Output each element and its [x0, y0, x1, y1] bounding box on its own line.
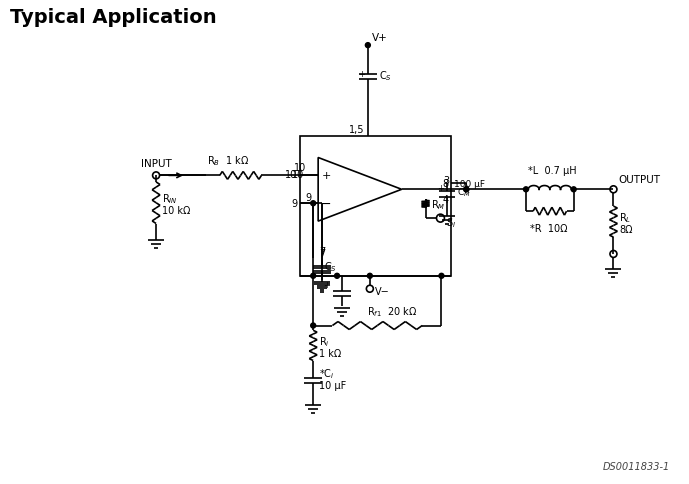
- Text: R$_L$: R$_L$: [619, 211, 632, 224]
- Text: S$_I$: S$_I$: [446, 216, 457, 229]
- Text: 10: 10: [285, 170, 297, 180]
- Text: 100 μF: 100 μF: [454, 180, 485, 188]
- Text: *R  10Ω: *R 10Ω: [530, 224, 568, 234]
- Text: 8Ω: 8Ω: [619, 224, 633, 234]
- Text: *C$_i$: *C$_i$: [319, 366, 335, 380]
- Text: 3: 3: [443, 176, 449, 186]
- Text: C$_S$: C$_S$: [324, 259, 337, 273]
- Text: DS0011833-1: DS0011833-1: [603, 461, 670, 471]
- Text: C$_S$: C$_S$: [379, 69, 392, 83]
- Text: R$_M$: R$_M$: [431, 197, 445, 211]
- Text: 9: 9: [291, 199, 297, 209]
- Text: 9: 9: [305, 193, 311, 203]
- Text: R$_B$  1 kΩ: R$_B$ 1 kΩ: [207, 154, 249, 168]
- Text: −: −: [321, 197, 331, 210]
- Text: V+: V+: [372, 33, 388, 43]
- Circle shape: [367, 274, 372, 279]
- Text: 1 kΩ: 1 kΩ: [319, 348, 341, 359]
- Circle shape: [311, 274, 316, 279]
- Text: OUTPUT: OUTPUT: [619, 175, 661, 185]
- Text: V−: V−: [375, 286, 389, 296]
- Circle shape: [571, 187, 576, 192]
- Text: Typical Application: Typical Application: [10, 8, 216, 27]
- Bar: [300, 136, 451, 276]
- Text: R$_{IN}$: R$_{IN}$: [162, 192, 178, 205]
- Text: 1,5: 1,5: [349, 124, 365, 135]
- Text: 4: 4: [442, 195, 449, 205]
- Text: 10: 10: [292, 170, 305, 180]
- Text: 7: 7: [319, 246, 325, 257]
- Text: C$_M$: C$_M$: [457, 186, 471, 198]
- Text: *L  0.7 μH: *L 0.7 μH: [528, 166, 577, 176]
- Text: R$_i$: R$_i$: [319, 335, 330, 348]
- Circle shape: [365, 44, 371, 48]
- Text: 7: 7: [319, 248, 325, 258]
- Circle shape: [311, 201, 316, 206]
- Circle shape: [464, 187, 469, 192]
- Text: INPUT: INPUT: [141, 159, 172, 169]
- Circle shape: [524, 187, 528, 192]
- Circle shape: [311, 323, 316, 328]
- Text: 10: 10: [294, 163, 306, 173]
- Circle shape: [439, 274, 444, 279]
- Text: +: +: [358, 70, 365, 79]
- Circle shape: [464, 187, 469, 192]
- Text: +: +: [321, 171, 331, 181]
- Text: 10 μF: 10 μF: [319, 380, 347, 391]
- Text: R$_{f1}$  20 kΩ: R$_{f1}$ 20 kΩ: [367, 304, 418, 318]
- Text: 8: 8: [442, 179, 449, 189]
- Text: +: +: [323, 281, 330, 289]
- Text: +: +: [438, 183, 444, 193]
- Text: 10 kΩ: 10 kΩ: [162, 205, 190, 215]
- Circle shape: [335, 274, 340, 279]
